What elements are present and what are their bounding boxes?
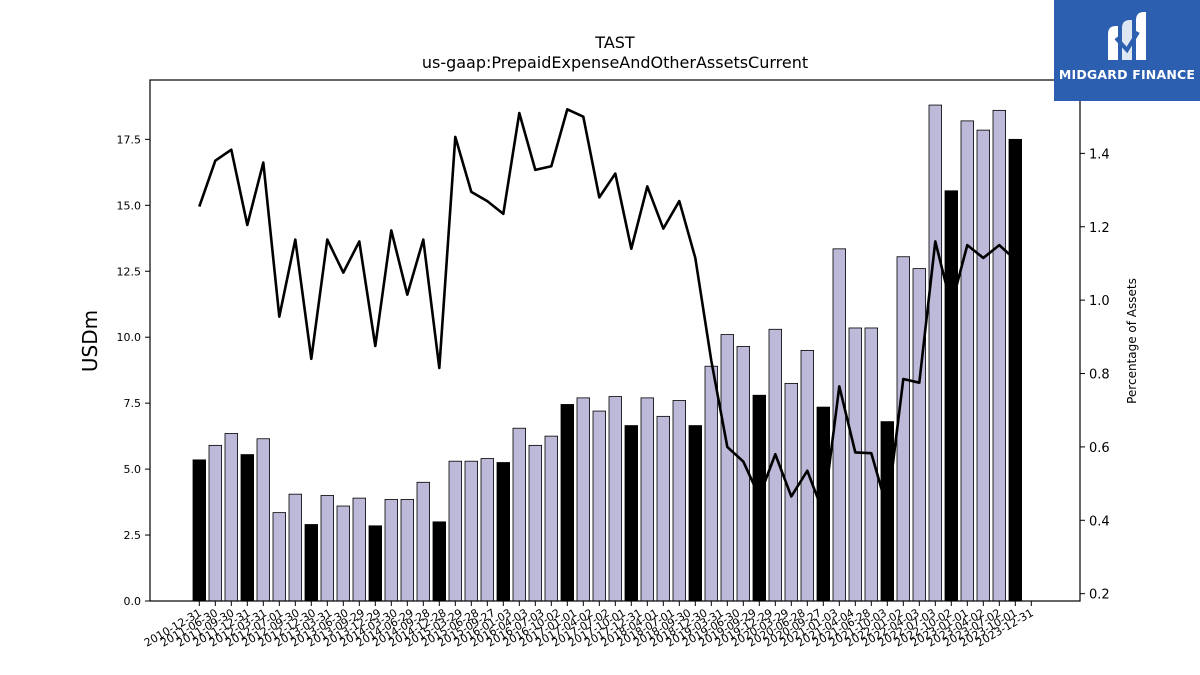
bar-2013-03-31 [336,505,351,602]
bar-2023-04-02 [976,129,991,602]
bar-2011-06-30 [224,433,239,602]
bar-2021-04-04 [848,327,863,602]
bar-2013-12-29 [384,499,399,602]
bar-2015-09-27 [496,462,511,602]
y-tick-label: 2.5 [124,529,142,542]
y-tick-label: 12.5 [117,265,142,278]
bar-2015-06-28 [480,458,495,602]
bar-2012-03-31 [272,512,287,602]
bar-2011-12-31 [256,438,271,602]
bar-2022-04-03 [912,268,927,602]
bar-2012-12-30 [320,495,335,602]
chart-title: TAST [594,33,635,52]
y-tick-label: 10.0 [117,331,142,344]
right-y-axis: 0.2 0.4 0.6 0.8 1.0 1.2 1.4 [1080,147,1110,603]
bar-2018-07-01 [672,400,687,602]
bar-2023-01-01 [960,120,975,602]
bar-2023-07-02 [992,109,1007,602]
y-tick-label: 15.0 [117,199,142,212]
bar-2020-03-29 [784,382,799,602]
y2-tick-label: 1.0 [1089,294,1110,309]
bar-2018-09-30 [688,425,703,602]
bar-2014-03-30 [400,499,415,602]
bar-2022-07-03 [928,104,943,602]
y-axis-label: USDm [78,310,102,372]
bar-2012-06-30 [288,493,303,602]
bar-2022-01-02 [896,256,911,602]
bar-2016-10-02 [560,404,575,602]
logo-text: MIDGARD FINANCE [1058,67,1196,82]
y2-tick-label: 0.8 [1089,368,1110,383]
bar-2016-07-03 [544,435,559,602]
bar-2015-03-29 [464,460,479,602]
line-series [198,108,1017,515]
x-axis: 2010-12-312011-06-302011-09-302011-12-31… [142,601,1036,650]
bar-2018-12-30 [704,365,719,602]
y2-axis-label: Percentage of Assets [1125,278,1139,404]
midgard-finance-logo: MIDGARD FINANCE [1054,0,1200,101]
y2-tick-label: 0.6 [1089,441,1110,456]
bar-2016-04-03 [528,444,543,602]
bar-2017-12-31 [640,397,655,602]
y2-tick-label: 1.4 [1089,147,1110,162]
bar-2013-09-29 [368,525,383,602]
y-tick-label: 0.0 [124,595,142,608]
bar-2022-10-02 [944,190,959,602]
y2-tick-label: 0.4 [1089,514,1110,529]
bar-2017-07-02 [608,396,623,602]
bar-2017-10-01 [624,425,639,602]
bar-series [192,104,1023,602]
y-tick-label: 7.5 [124,397,142,410]
bar-2012-09-30 [304,524,319,602]
bar-2010-12-31 [192,459,207,602]
bar-2014-06-29 [416,481,431,602]
y2-tick-label: 1.2 [1089,221,1110,236]
bar-2017-01-01 [576,397,591,602]
bar-2016-01-03 [512,427,527,602]
bar-2011-09-30 [240,454,255,602]
y-tick-label: 5.0 [124,463,142,476]
y-tick-label: 17.5 [117,133,142,146]
left-y-axis: 0.0 2.5 5.0 7.5 10.0 12.5 15.0 17.5 [117,133,150,608]
chart-subtitle: us-gaap:PrepaidExpenseAndOtherAssetsCurr… [422,53,808,72]
bar-2014-12-28 [448,460,463,602]
midgard-m-logo-icon [1108,12,1146,60]
bar-2023-10-01 [1008,138,1023,602]
bar-2019-03-31 [720,334,735,602]
percentage-line [198,108,1017,515]
bar-2018-04-01 [656,415,671,602]
y2-tick-label: 0.2 [1089,588,1110,603]
bar-2013-06-30 [352,497,367,602]
bar-2017-04-02 [592,410,607,602]
bar-2014-09-28 [432,521,447,602]
bar-2011-03-31 [208,444,223,602]
bar-2021-10-03 [880,421,895,602]
bar-2019-09-29 [752,394,767,602]
